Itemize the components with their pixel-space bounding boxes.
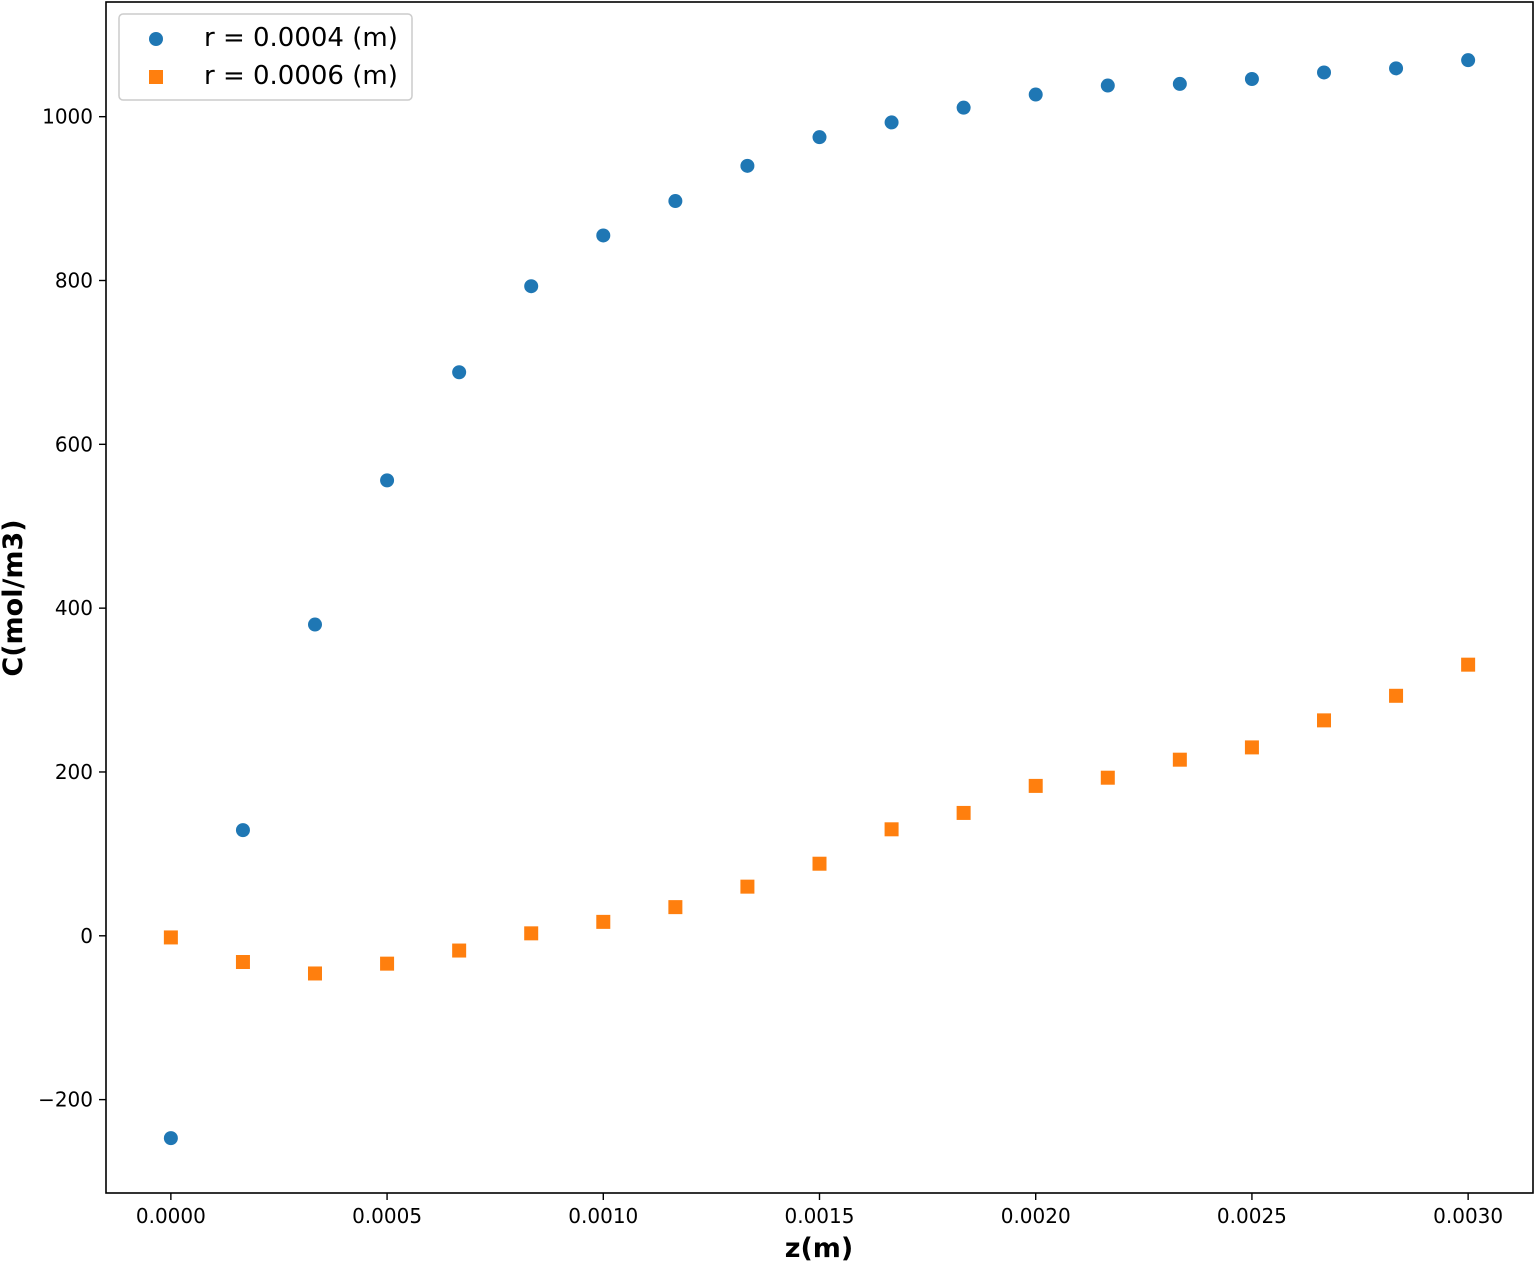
legend-marker-square	[149, 70, 163, 84]
data-point-series-1	[235, 823, 250, 838]
y-tick-label: 400	[55, 596, 93, 620]
x-tick-label: 0.0020	[1001, 1204, 1071, 1228]
y-tick-label: 600	[55, 432, 93, 456]
legend-label-series-1: r = 0.0004 (m)	[204, 23, 398, 53]
x-tick-label: 0.0015	[785, 1204, 855, 1228]
data-point-series-2	[956, 805, 971, 820]
x-axis-title: z(m)	[785, 1233, 854, 1262]
plot-area	[106, 2, 1533, 1193]
data-point-series-2	[740, 879, 755, 894]
data-point-series-2	[452, 943, 467, 958]
legend: r = 0.0004 (m) r = 0.0006 (m)	[118, 13, 413, 101]
data-point-series-1	[596, 228, 611, 243]
data-point-series-1	[524, 279, 539, 294]
data-point-series-2	[1461, 657, 1476, 672]
data-point-series-2	[380, 956, 395, 971]
data-point-series-2	[1317, 713, 1332, 728]
data-point-series-2	[163, 930, 178, 945]
x-tick-label: 0.0005	[352, 1204, 422, 1228]
y-tick-label: 200	[55, 760, 93, 784]
y-axis-title: C(mol/m3)	[0, 519, 29, 676]
data-point-series-1	[812, 130, 827, 145]
data-point-series-2	[1028, 778, 1043, 793]
legend-marker-circle	[149, 32, 163, 46]
data-point-series-1	[1389, 61, 1404, 76]
data-point-series-1	[740, 158, 755, 173]
data-point-series-1	[1244, 71, 1259, 86]
data-point-series-2	[307, 966, 322, 981]
data-point-series-2	[668, 900, 683, 915]
data-point-series-1	[1317, 65, 1332, 80]
y-tick-label: 0	[80, 924, 93, 948]
data-point-series-2	[235, 955, 250, 970]
data-point-series-1	[1100, 78, 1115, 93]
data-point-series-2	[1389, 688, 1404, 703]
data-point-series-1	[956, 100, 971, 115]
data-marks	[163, 53, 1476, 1146]
x-tick-label: 0.0010	[568, 1204, 638, 1228]
y-tick-label: 800	[55, 269, 93, 293]
data-point-series-1	[163, 1131, 178, 1146]
x-tick-label: 0.0025	[1217, 1204, 1287, 1228]
data-point-series-1	[668, 194, 683, 209]
data-point-series-1	[452, 365, 467, 380]
data-point-series-1	[307, 617, 322, 632]
legend-label-series-2: r = 0.0006 (m)	[204, 61, 398, 91]
data-point-series-1	[884, 115, 899, 130]
x-axis: 0.0000 0.0005 0.0010 0.0015 0.0020 0.0025 0.00…	[136, 1193, 1503, 1228]
x-tick-label: 0.0030	[1433, 1204, 1503, 1228]
data-point-series-2	[884, 822, 899, 837]
data-point-series-1	[380, 473, 395, 488]
data-point-series-1	[1461, 53, 1476, 68]
legend-box	[118, 13, 413, 101]
data-point-series-2	[1100, 770, 1115, 785]
data-point-series-1	[1028, 87, 1043, 102]
data-point-series-2	[812, 856, 827, 871]
data-point-series-1	[1172, 76, 1187, 91]
data-point-series-2	[524, 926, 539, 941]
y-tick-label: 1000	[42, 105, 93, 129]
data-point-series-2	[596, 914, 611, 929]
data-point-series-2	[1244, 740, 1259, 755]
data-point-series-2	[1172, 752, 1187, 767]
x-tick-label: 0.0000	[136, 1204, 206, 1228]
y-tick-label: −200	[38, 1088, 93, 1112]
y-axis: −200 0 200 400 600 800 1000	[38, 105, 106, 1112]
